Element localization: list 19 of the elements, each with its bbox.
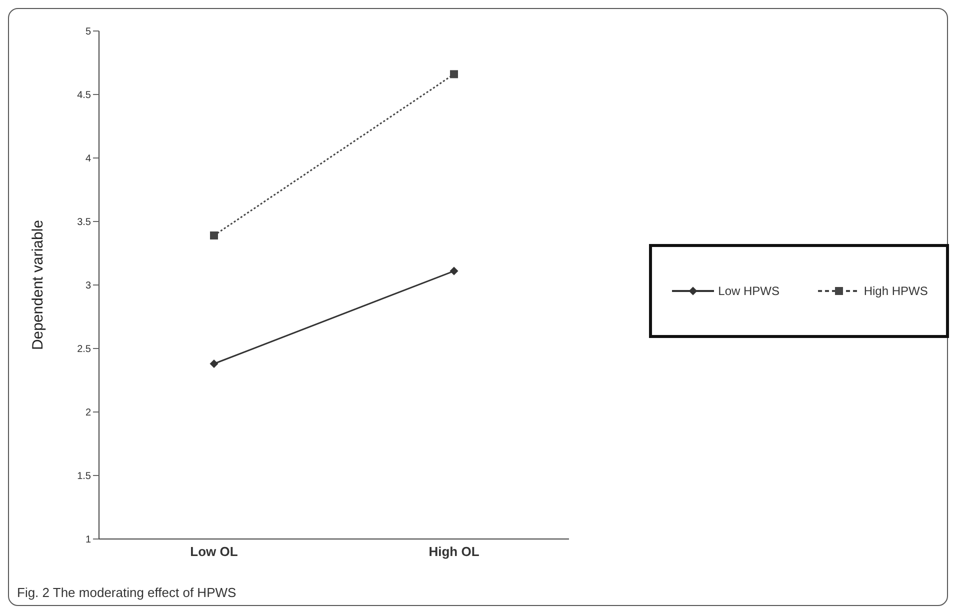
y-tick-label: 2 [85, 408, 92, 419]
point [210, 359, 218, 368]
y-tick-label: 3 [85, 280, 92, 292]
point [210, 231, 218, 240]
y-tick-label: 5 [85, 26, 92, 38]
y-tick-label: 2.5 [77, 344, 92, 356]
point [450, 70, 458, 78]
point [450, 266, 458, 276]
y-tick-label: 4 [85, 154, 92, 165]
y-tick-label: 4.5 [77, 90, 92, 102]
caption: Fig. 2 The moderating effect of HPWS [17, 585, 236, 600]
legend-label: Low HPWS [718, 284, 780, 298]
x-tick-label: Low OL [190, 544, 238, 560]
y-tick-label: 3.5 [77, 217, 92, 228]
y-axis-title: Dependent variable [29, 220, 46, 350]
legend-label: High HPWS [864, 284, 928, 298]
y-tick-label: 1 [85, 534, 92, 546]
x-tick-label: High OL [428, 544, 480, 560]
y-tick-label: 1.5 [77, 471, 92, 482]
